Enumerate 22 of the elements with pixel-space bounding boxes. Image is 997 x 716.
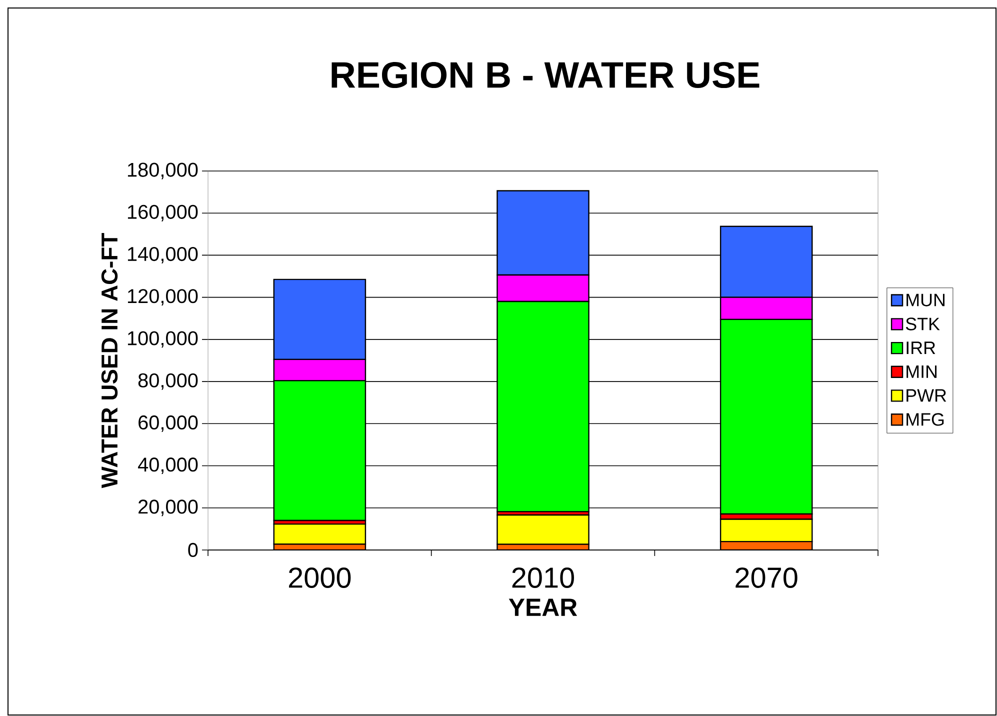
x-axis-title: YEAR — [508, 598, 578, 616]
y-tick-label: 20,000 — [138, 500, 198, 516]
y-tick-label: 140,000 — [128, 246, 198, 264]
legend-label: PWR — [906, 389, 946, 402]
legend-label: STK — [906, 318, 940, 330]
y-tick-label: 100,000 — [128, 331, 198, 348]
y-tick-label: 0 — [188, 542, 198, 558]
chart-title: REGION B - WATER USE — [332, 62, 760, 88]
legend-label: IRR — [906, 342, 936, 354]
y-tick-label: 60,000 — [138, 415, 198, 432]
x-tick-label: 2010 — [512, 568, 574, 588]
legend-label: MUN — [906, 294, 944, 306]
y-tick-label: 40,000 — [138, 458, 198, 474]
y-tick-label: 180,000 — [128, 162, 198, 180]
y-axis-title: WATER USED IN AC-FT — [101, 233, 118, 488]
legend-label: MFG — [906, 413, 944, 426]
y-tick-label: 160,000 — [128, 204, 198, 222]
y-tick-label: 120,000 — [128, 289, 198, 306]
x-tick-label: 2070 — [736, 568, 798, 588]
legend-label: MIN — [906, 365, 937, 378]
x-tick-label: 2000 — [288, 568, 351, 588]
y-tick-label: 80,000 — [138, 373, 198, 390]
